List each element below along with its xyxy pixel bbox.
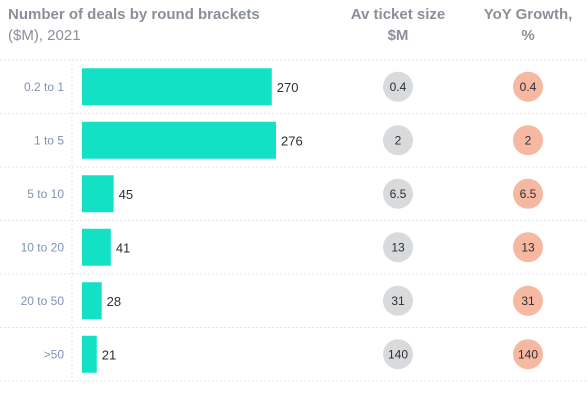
category-label: 0.2 to 1 [24,80,64,94]
chart-subtitle: ($M), 2021 [8,27,81,44]
yoy-growth-value: 31 [521,294,535,308]
ticket-size-value: 6.5 [390,187,407,201]
ticket-size-value: 2 [395,133,402,147]
chart-title-text: Number of deals by round brackets [8,6,260,23]
yoy-growth-circle [513,125,543,156]
bar [82,335,97,373]
category-label: 5 to 10 [27,187,64,201]
yoy-growth-circle [513,285,543,316]
bar [82,175,114,213]
yoy-growth-header-line2: % [521,27,535,44]
category-label: 10 to 20 [21,240,65,254]
bar-value-label: 21 [102,347,116,362]
bar [82,68,272,106]
ticket-size-circle [383,339,413,370]
bar [82,282,102,320]
ticket-size-header: Av ticket size $M [343,4,453,46]
ticket-size-circle [383,178,413,209]
yoy-growth-circle [513,232,543,263]
yoy-growth-value: 0.4 [520,80,537,94]
ticket-size-circle [383,125,413,156]
yoy-growth-circle [513,178,543,209]
ticket-size-value: 31 [391,294,405,308]
yoy-growth-circle [513,71,543,102]
ticket-size-header-line2: $M [387,27,409,44]
category-label: >50 [44,347,65,361]
ticket-size-header-line1: Av ticket size [350,6,446,23]
yoy-growth-header: YoY Growth, % [478,4,578,46]
category-label: 1 to 5 [34,133,64,147]
ticket-size-value: 13 [391,240,405,254]
bar [82,121,276,159]
yoy-growth-value: 13 [521,240,535,254]
ticket-size-value: 0.4 [390,80,407,94]
ticket-size-value: 140 [388,347,408,361]
yoy-growth-header-line1: YoY Growth, [483,6,573,23]
yoy-growth-value: 6.5 [520,187,537,201]
yoy-growth-value: 140 [518,347,538,361]
chart-title: Number of deals by round brackets ($M), … [8,4,260,46]
yoy-growth-value: 2 [525,133,532,147]
bar-value-label: 276 [281,133,303,148]
bar-value-label: 28 [107,294,121,309]
yoy-growth-circle [513,339,543,370]
bar-value-label: 41 [116,240,130,255]
ticket-size-circle [383,71,413,102]
ticket-size-circle [383,232,413,263]
bar [82,228,111,266]
category-label: 20 to 50 [21,294,65,308]
ticket-size-circle [383,285,413,316]
bar-value-label: 270 [277,80,299,95]
bar-value-label: 45 [119,187,133,202]
